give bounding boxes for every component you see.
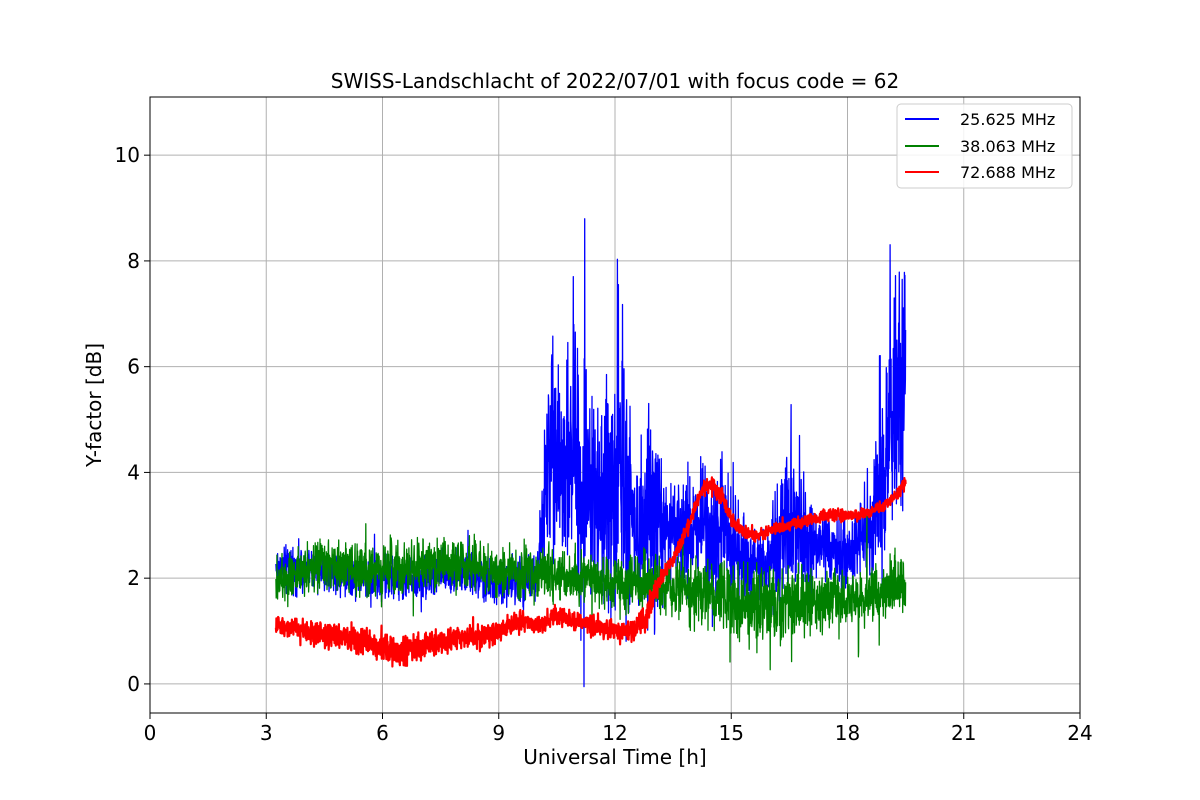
y-axis-label: Y-factor [dB] bbox=[82, 343, 106, 468]
x-axis-label: Universal Time [h] bbox=[523, 745, 706, 769]
series-group bbox=[274, 218, 907, 688]
legend: 25.625 MHz 38.063 MHz 72.688 MHz bbox=[896, 103, 1073, 189]
y-tick-label: 4 bbox=[127, 460, 140, 484]
legend-box bbox=[896, 103, 1073, 189]
x-tick-label: 15 bbox=[719, 721, 744, 745]
x-tick-label: 0 bbox=[144, 721, 157, 745]
y-tick-label: 0 bbox=[127, 672, 140, 696]
x-tick-label: 24 bbox=[1067, 721, 1092, 745]
series-line-2 bbox=[275, 515, 907, 671]
legend-label-3: 72.688 MHz bbox=[960, 163, 1055, 182]
x-tick-label: 18 bbox=[835, 721, 860, 745]
chart-title: SWISS-Landschlacht of 2022/07/01 with fo… bbox=[331, 69, 899, 93]
x-tick-label: 3 bbox=[260, 721, 273, 745]
x-tick-label: 9 bbox=[492, 721, 505, 745]
y-tick-label: 10 bbox=[115, 143, 140, 167]
y-tick-label: 6 bbox=[127, 355, 140, 379]
y-tick-label: 8 bbox=[127, 249, 140, 273]
x-tick-label: 6 bbox=[376, 721, 389, 745]
x-tick-label: 21 bbox=[951, 721, 976, 745]
legend-label-2: 38.063 MHz bbox=[960, 137, 1055, 156]
legend-label-1: 25.625 MHz bbox=[960, 110, 1055, 129]
x-tick-label: 12 bbox=[602, 721, 627, 745]
series-line-3 bbox=[274, 476, 907, 668]
y-tick-label: 2 bbox=[127, 566, 140, 590]
